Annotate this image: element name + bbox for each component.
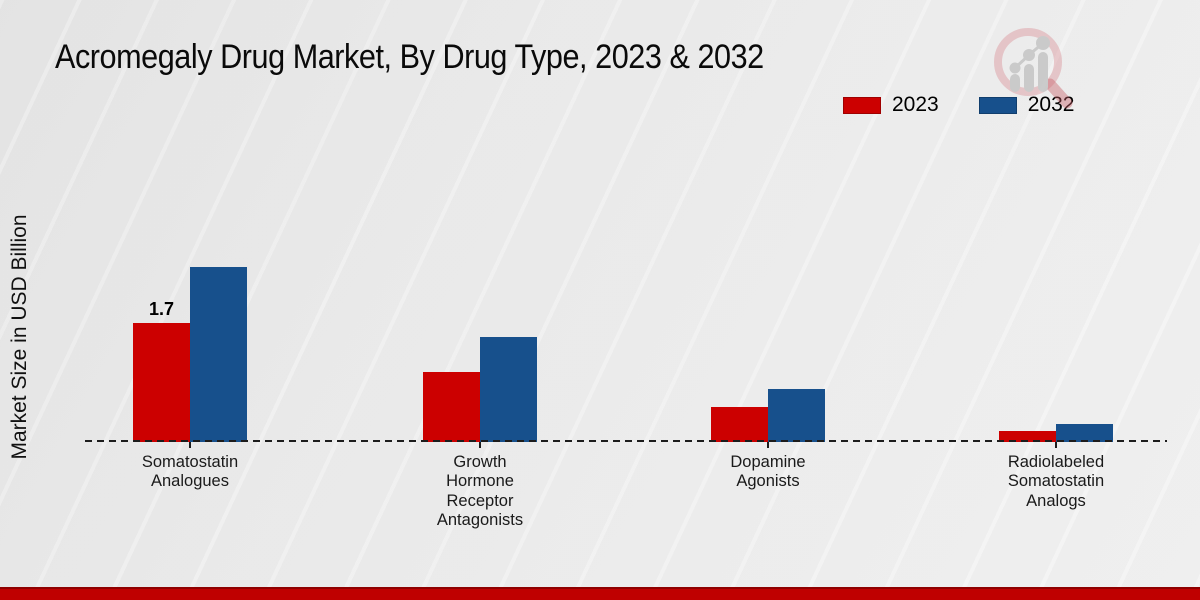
bar-2023-4 bbox=[999, 431, 1056, 442]
bar-value-label: 1.7 bbox=[148, 299, 175, 319]
category-label-2: Growth Hormone Receptor Antagonists bbox=[436, 453, 524, 530]
category-label-1: Somatostatin Analogues bbox=[141, 453, 239, 491]
legend-label-2032: 2032 bbox=[1027, 93, 1075, 116]
legend-item-2032: 2032 bbox=[978, 93, 1075, 117]
baseline-dashed-line bbox=[85, 440, 1167, 442]
footer-stripe bbox=[0, 587, 1200, 600]
bar-2032-4 bbox=[1056, 424, 1113, 442]
legend-swatch-2032-icon bbox=[978, 96, 1017, 114]
bar-2032-1 bbox=[190, 267, 247, 442]
axis-tick bbox=[479, 442, 481, 448]
bar-2032-3 bbox=[768, 389, 825, 442]
axis-tick bbox=[1055, 442, 1057, 448]
axis-tick bbox=[189, 442, 191, 448]
legend: 2023 2032 bbox=[843, 93, 1074, 117]
magnifier-bar-chart-logo-icon bbox=[994, 28, 1073, 109]
legend-label-2023: 2023 bbox=[892, 93, 939, 116]
bar-2023-2 bbox=[423, 372, 480, 442]
legend-item-2023: 2023 bbox=[843, 93, 939, 117]
category-label-3: Dopamine Agonists bbox=[730, 453, 806, 491]
chart-title: Acromegaly Drug Market, By Drug Type, 20… bbox=[55, 38, 764, 76]
bar-2023-3 bbox=[711, 407, 768, 442]
category-label-4: Radiolabeled Somatostatin Analogs bbox=[1007, 453, 1105, 510]
legend-swatch-2023-icon bbox=[843, 96, 881, 114]
bar-2032-2 bbox=[480, 337, 537, 442]
axis-tick bbox=[767, 442, 769, 448]
bar-2023-1 bbox=[133, 323, 190, 442]
